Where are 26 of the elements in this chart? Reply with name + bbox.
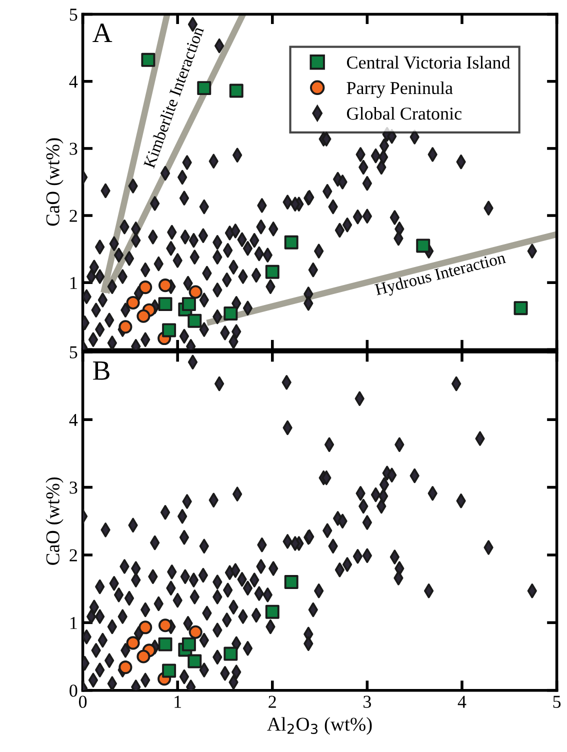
x-tick-label: 4	[458, 696, 466, 708]
y-tick-label: 2	[70, 210, 77, 222]
y-tick-label: 2	[70, 549, 77, 562]
x-tick-label: 0	[78, 696, 87, 708]
x-axis-title: Al$_{2}$O$_{3}$ (wt%)	[267, 717, 372, 735]
x-tick-label: 2	[268, 696, 276, 708]
y-axis-title: CaO (wt%)	[46, 138, 64, 226]
legend-label: Global Cratonic	[346, 107, 462, 120]
x-tick-label: 1	[174, 696, 182, 708]
y-tick-label: 4	[69, 76, 78, 88]
y-tick-label: 3	[70, 142, 78, 155]
annotation: Hydrous Interaction	[374, 251, 507, 299]
y-tick-label: 0	[70, 684, 78, 697]
legend-label: Central Victoria Island	[346, 56, 510, 69]
legend-label: Parry Peninula	[346, 81, 453, 98]
annotation: B	[93, 361, 110, 380]
x-tick-label: 3	[364, 696, 371, 708]
y-tick-label: 4	[69, 414, 78, 426]
x-tick-label: 5	[553, 696, 561, 708]
annotation: A	[92, 24, 112, 42]
y-tick-label: 3	[70, 482, 78, 494]
y-tick-label: 5	[70, 346, 78, 358]
y-axis-title: CaO (wt%)	[46, 477, 64, 565]
y-tick-label: 1	[70, 276, 77, 289]
y-tick-label: 5	[70, 8, 78, 21]
y-tick-label: 1	[70, 617, 77, 629]
